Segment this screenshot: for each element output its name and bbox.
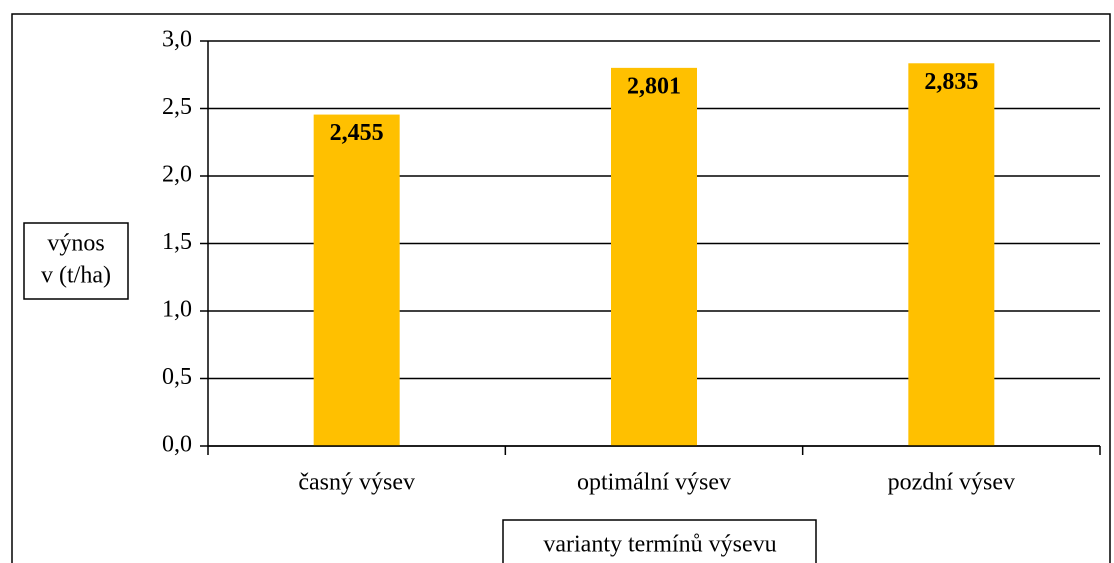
y-axis-label: v (t/ha) xyxy=(41,263,111,289)
y-tick-label: 3,0 xyxy=(162,27,192,53)
y-tick-label: 2,5 xyxy=(162,94,192,120)
x-axis-label: varianty termínů výsevu xyxy=(543,532,776,558)
x-tick-label: časný výsev xyxy=(298,470,415,496)
y-label-box xyxy=(23,222,129,300)
x-tick-label: pozdní výsev xyxy=(888,470,1015,496)
chart-border xyxy=(11,13,1111,563)
y-tick-label: 1,5 xyxy=(162,229,192,255)
data-label: 2,455 xyxy=(330,120,384,146)
data-label: 2,801 xyxy=(627,73,681,99)
y-tick-label: 0,5 xyxy=(162,364,192,390)
y-tick-label: 2,0 xyxy=(162,162,192,188)
y-tick-label: 0,0 xyxy=(162,432,192,458)
bar xyxy=(313,114,400,446)
x-tick-label: optimální výsev xyxy=(577,470,731,496)
y-axis-label: výnos xyxy=(47,231,104,257)
x-label-box xyxy=(502,519,817,563)
y-tick-label: 1,0 xyxy=(162,297,192,323)
bar xyxy=(611,67,697,447)
bar xyxy=(908,63,995,447)
data-label: 2,835 xyxy=(924,69,978,95)
